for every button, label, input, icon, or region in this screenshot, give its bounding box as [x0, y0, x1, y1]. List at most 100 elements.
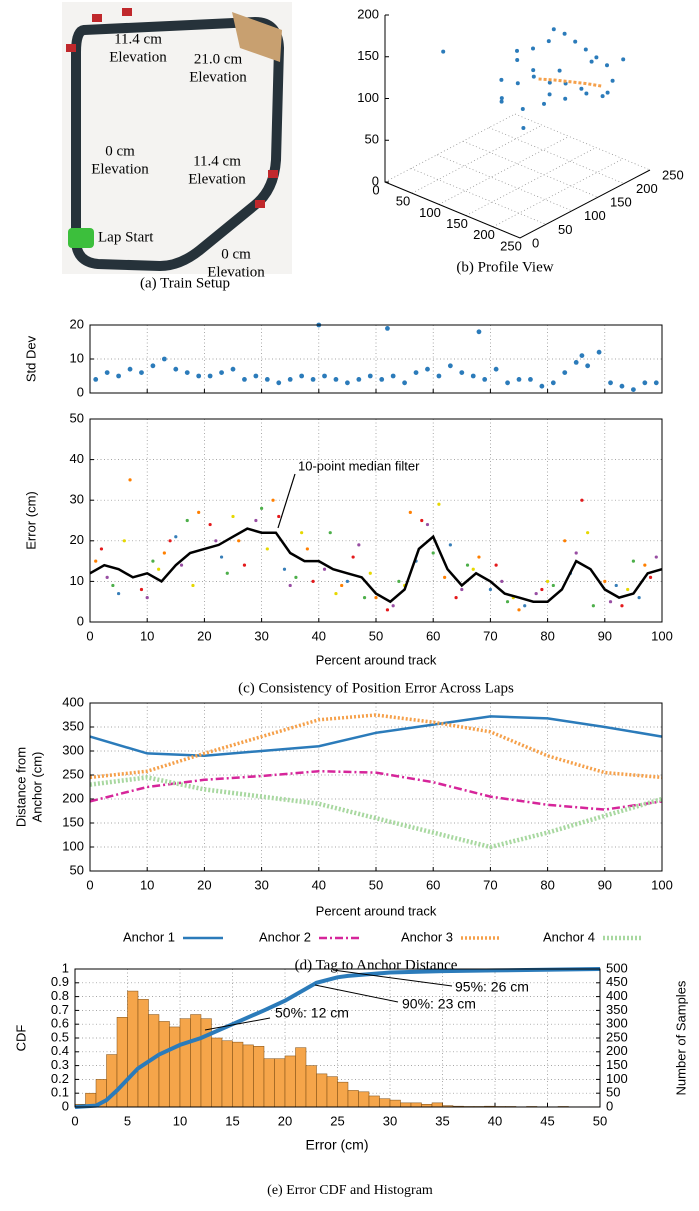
y-tick-label: 0.5 — [51, 1029, 69, 1044]
point — [547, 92, 552, 97]
point — [122, 539, 126, 543]
y-tick-label: 30 — [70, 492, 84, 507]
point — [454, 596, 458, 600]
histogram-bar — [379, 1098, 391, 1108]
y-axis-label: CDF — [13, 1025, 28, 1052]
x-tick-label: 80 — [540, 877, 554, 892]
point — [340, 583, 344, 588]
point — [254, 518, 258, 523]
point — [476, 329, 482, 335]
y-tick-label: 0 — [77, 613, 84, 628]
point — [493, 366, 499, 372]
histogram-bar — [232, 1041, 244, 1108]
y-tick-label: 50 — [70, 410, 84, 425]
point — [111, 583, 115, 588]
point — [408, 510, 412, 514]
legend-label: Anchor 1 — [123, 929, 175, 944]
point — [573, 39, 578, 44]
legend-label: Anchor 4 — [543, 929, 595, 944]
point — [379, 377, 385, 382]
y-axis-label: Distance from — [13, 747, 28, 827]
point — [477, 555, 481, 559]
point — [573, 360, 579, 365]
annotation: 90%: 23 cm — [402, 996, 476, 1012]
point — [620, 604, 624, 608]
point — [436, 373, 442, 379]
x-tick-label: 10 — [140, 877, 154, 892]
y-tick-label: 10 — [70, 350, 84, 365]
point — [517, 608, 521, 612]
point — [505, 380, 510, 386]
y2-tick-label: 300 — [606, 1016, 628, 1031]
point — [621, 57, 626, 62]
histogram-bar — [242, 1044, 254, 1108]
point — [390, 373, 396, 379]
y-tick-label: 0.9 — [51, 974, 69, 989]
legend-label: Anchor 2 — [259, 929, 311, 944]
x-tick-label: 100 — [419, 205, 441, 220]
x-tick-label: 100 — [651, 628, 673, 643]
y-tick-label: 10 — [70, 573, 84, 588]
point — [145, 596, 149, 600]
point — [174, 535, 178, 539]
point — [642, 380, 648, 386]
point — [654, 555, 658, 559]
annotation-arrow — [332, 969, 453, 987]
point — [265, 547, 269, 551]
x-tick-label: 40 — [312, 877, 326, 892]
series-line — [89, 713, 663, 780]
point — [168, 539, 172, 543]
elevation-box — [232, 12, 282, 62]
x-tick-label: 250 — [500, 238, 522, 253]
point — [150, 363, 156, 369]
y-tick-label: 20 — [70, 532, 84, 547]
y-tick-label: 50 — [70, 862, 84, 877]
photo-label: Elevation — [91, 161, 149, 177]
y-tick-label: 100 — [584, 208, 606, 223]
histogram-bar — [211, 1037, 223, 1108]
point — [157, 567, 161, 571]
x-tick-label: 70 — [483, 877, 497, 892]
point — [542, 101, 546, 106]
point — [547, 80, 552, 85]
point — [594, 55, 599, 60]
point — [619, 383, 625, 389]
y-axis-label: Anchor (cm) — [29, 752, 44, 823]
y-tick-label: 150 — [610, 195, 632, 210]
x-tick-label: 30 — [254, 628, 268, 643]
point — [580, 498, 584, 502]
point — [528, 377, 533, 382]
point — [117, 591, 121, 596]
marker — [268, 170, 278, 178]
y2-tick-label: 50 — [606, 1085, 620, 1100]
x-tick-label: 10 — [173, 1113, 187, 1128]
point — [471, 567, 475, 571]
axis-line — [384, 15, 651, 239]
y-tick-label: 20 — [70, 316, 84, 331]
lap-start-marker — [68, 228, 94, 248]
point — [447, 363, 453, 369]
histogram-bar — [368, 1095, 380, 1108]
median-line — [89, 527, 663, 604]
y-tick-label: 300 — [62, 742, 84, 757]
y2-tick-label: 400 — [606, 988, 628, 1003]
annotation: 50%: 12 cm — [275, 1005, 349, 1021]
point — [271, 498, 275, 502]
point — [546, 579, 550, 584]
marker — [122, 8, 132, 16]
point — [531, 68, 536, 73]
point — [311, 579, 315, 584]
x-tick-label: 40 — [312, 628, 326, 643]
caption: (a) Train Setup — [140, 275, 230, 291]
x-tick-label: 50 — [369, 628, 383, 643]
annotation: 95%: 26 cm — [455, 979, 529, 995]
histogram-bar — [284, 1055, 296, 1108]
point — [300, 531, 304, 535]
y-tick-label: 0 — [77, 384, 84, 399]
point — [264, 377, 270, 382]
point — [105, 575, 109, 579]
point — [562, 31, 567, 36]
plot-frame — [89, 702, 663, 872]
histogram-bar — [305, 1065, 317, 1108]
profile-line — [538, 77, 603, 88]
